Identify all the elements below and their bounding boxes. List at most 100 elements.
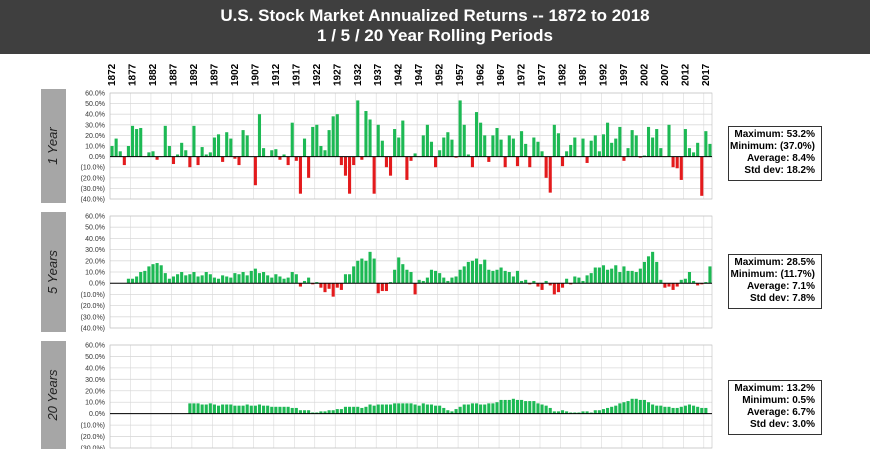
- bar: [560, 283, 565, 288]
- bar: [622, 402, 626, 414]
- bar: [290, 272, 294, 284]
- bar: [368, 251, 372, 284]
- bar: [663, 283, 667, 288]
- bar: [675, 283, 679, 287]
- bar: [499, 399, 503, 414]
- bar: [540, 151, 544, 157]
- bar: [569, 144, 573, 157]
- bar: [474, 258, 479, 284]
- y-tick-label: 30.0%: [85, 247, 105, 254]
- bar: [290, 407, 294, 414]
- x-tick-label: 1922: [312, 63, 323, 86]
- x-tick-label: 1907: [250, 63, 261, 86]
- bar: [462, 266, 466, 284]
- bar: [540, 283, 544, 290]
- bar: [294, 274, 298, 284]
- bar: [544, 405, 548, 414]
- panel-label-box: [41, 341, 66, 449]
- bar: [319, 283, 323, 288]
- bar: [421, 135, 425, 157]
- bar: [528, 401, 532, 414]
- bar: [540, 404, 544, 414]
- x-tick-label: 1997: [619, 63, 630, 86]
- bar: [221, 404, 225, 414]
- bar: [483, 404, 487, 414]
- bar: [520, 131, 524, 157]
- bar: [413, 283, 417, 295]
- bar: [188, 274, 192, 284]
- bar: [274, 406, 278, 414]
- bar: [700, 407, 704, 414]
- bar: [196, 156, 200, 166]
- bar: [495, 402, 499, 414]
- bar: [511, 138, 515, 157]
- bar: [532, 401, 536, 414]
- chart-subtitle: 1 / 5 / 20 Year Rolling Periods: [317, 26, 553, 45]
- bar: [241, 272, 245, 284]
- bar: [630, 398, 634, 414]
- bar: [311, 126, 315, 157]
- bar: [180, 272, 184, 284]
- bar: [622, 266, 626, 284]
- bar: [356, 406, 360, 414]
- bar: [171, 276, 176, 284]
- bar: [376, 124, 380, 157]
- panel-label: 1 Year: [45, 127, 60, 165]
- bar: [593, 135, 597, 157]
- bar: [352, 266, 356, 284]
- x-tick-label: 1892: [189, 63, 200, 86]
- bar: [454, 276, 458, 284]
- bar: [597, 151, 601, 157]
- title-bar: U.S. Stock Market Annualized Returns -- …: [0, 0, 870, 54]
- bar: [581, 138, 585, 157]
- bar: [614, 138, 618, 157]
- bar: [376, 283, 380, 294]
- bar: [692, 152, 696, 157]
- bar: [544, 280, 548, 284]
- stats-box-5-years: Maximum: 28.5% Minimum: (11.7%) Average:…: [728, 254, 822, 309]
- bar: [376, 404, 380, 414]
- bar: [479, 122, 483, 157]
- bar: [577, 412, 581, 414]
- bar: [315, 282, 319, 284]
- bar: [470, 260, 474, 284]
- bar: [687, 272, 692, 284]
- bar: [589, 273, 593, 284]
- bar: [675, 156, 679, 169]
- bar: [380, 140, 384, 157]
- y-tick-label: (30.0%): [80, 446, 105, 449]
- bar: [335, 283, 339, 288]
- bar: [618, 126, 622, 157]
- bar: [450, 277, 454, 284]
- bar: [163, 273, 167, 284]
- bar: [212, 404, 216, 414]
- y-tick-label: (30.0%): [80, 186, 105, 193]
- bar: [302, 410, 307, 414]
- y-tick-label: 50.0%: [85, 101, 105, 108]
- y-tick-label: 30.0%: [85, 122, 105, 129]
- stat-minimum: Minimum: (11.7%): [730, 269, 815, 280]
- bar: [483, 135, 487, 157]
- bar: [556, 411, 560, 414]
- y-tick-label: 50.0%: [85, 225, 105, 232]
- bar: [393, 403, 397, 414]
- bar: [307, 410, 311, 414]
- bar: [364, 111, 368, 157]
- bar: [184, 275, 188, 284]
- x-tick-label: 1992: [598, 63, 609, 86]
- x-tick-label: 1967: [496, 63, 507, 86]
- bar: [233, 273, 237, 284]
- bar: [409, 403, 413, 414]
- bar: [474, 403, 479, 414]
- bar: [122, 156, 126, 166]
- bar: [610, 268, 614, 284]
- bar: [524, 401, 528, 414]
- stat-average: Average: 7.1%: [747, 281, 815, 292]
- bar: [507, 135, 511, 157]
- y-tick-label: (10.0%): [80, 165, 105, 172]
- bar: [388, 282, 393, 284]
- bar: [495, 127, 499, 157]
- y-tick-label: (20.0%): [80, 434, 105, 441]
- stat-minimum: Minimum: (37.0%): [729, 141, 815, 152]
- bar: [335, 114, 339, 157]
